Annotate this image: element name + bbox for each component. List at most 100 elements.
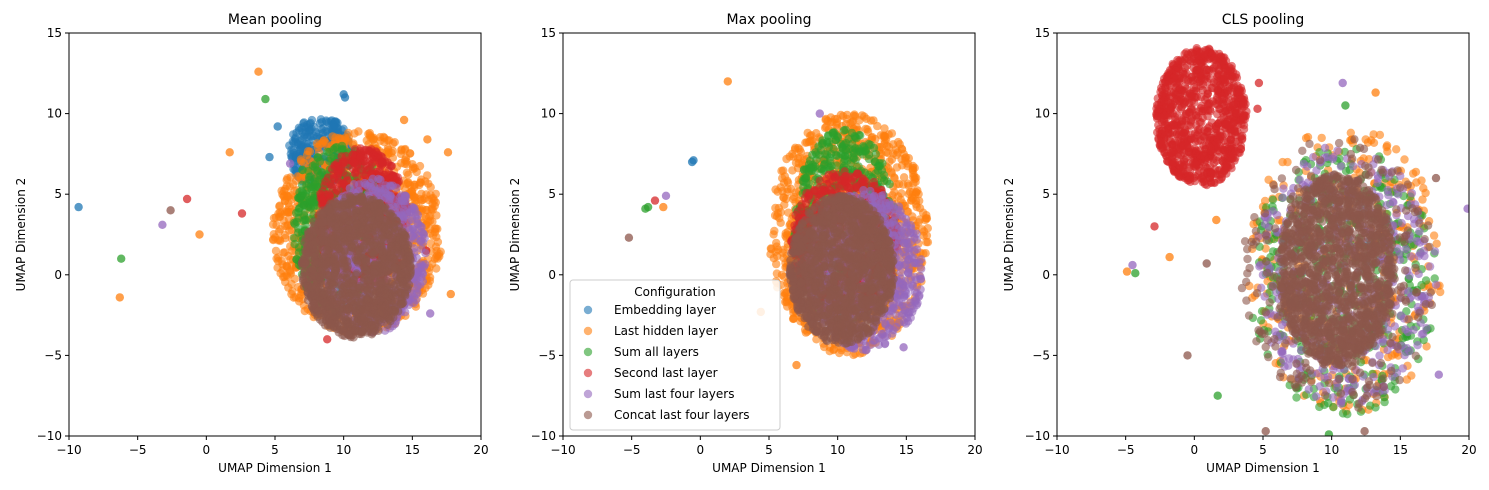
data-point [361, 305, 370, 314]
data-point [342, 171, 351, 180]
data-point [289, 233, 299, 243]
data-point [370, 260, 380, 269]
data-point [299, 132, 308, 141]
data-point [279, 248, 288, 257]
data-point [297, 157, 306, 166]
data-point [158, 220, 167, 229]
data-point [430, 227, 440, 237]
plot-area [624, 77, 933, 370]
data-point [417, 244, 426, 253]
data-point [313, 132, 322, 142]
data-point [359, 202, 368, 211]
data-point [338, 255, 347, 265]
data-point [388, 233, 397, 243]
data-point [308, 196, 317, 205]
data-point [276, 225, 285, 234]
data-point [771, 185, 780, 194]
data-point [381, 203, 390, 212]
data-point [395, 281, 404, 291]
data-point [265, 152, 274, 162]
x-axis-label: UMAP Dimension 1 [712, 461, 826, 475]
data-point [325, 271, 334, 280]
data-point [317, 168, 326, 177]
data-point [381, 310, 390, 319]
data-point [355, 283, 365, 292]
data-point [426, 239, 435, 248]
data-point [370, 202, 379, 211]
data-point [357, 327, 367, 336]
data-point [384, 174, 393, 184]
data-point [182, 194, 192, 204]
data-point [310, 270, 319, 280]
data-point [352, 220, 362, 229]
data-point [384, 145, 393, 155]
series-embedding-layer [687, 156, 698, 167]
data-point [409, 163, 418, 172]
data-point [374, 208, 383, 217]
data-point [312, 259, 322, 268]
data-point [369, 133, 378, 142]
data-point [398, 227, 407, 236]
data-point [318, 299, 327, 308]
data-point [287, 145, 296, 154]
data-point [400, 267, 409, 277]
data-point [310, 163, 320, 172]
plot-area [74, 67, 455, 344]
data-point [300, 259, 309, 268]
data-point [387, 161, 396, 171]
data-point [410, 204, 419, 213]
data-point [344, 330, 353, 340]
data-point [297, 180, 307, 190]
data-point [337, 152, 346, 161]
data-point [375, 167, 384, 176]
data-point [338, 211, 348, 220]
data-point [195, 230, 204, 239]
data-point [426, 309, 435, 318]
data-point [424, 179, 433, 188]
data-point [319, 136, 329, 145]
data-point [345, 292, 354, 301]
data-point [346, 197, 356, 206]
data-point [333, 158, 342, 168]
data-point [316, 228, 326, 237]
chart-panel-mean-pooling: Mean pooling UMAP Dimension 1 UMAP Dimen… [14, 12, 489, 475]
y-tick-label: 0 [54, 268, 62, 282]
data-point [325, 147, 334, 157]
data-point [372, 314, 382, 324]
data-point [285, 226, 294, 235]
data-point [374, 150, 383, 160]
data-point [401, 241, 410, 250]
data-point [117, 254, 126, 263]
data-point [297, 186, 306, 195]
data-point [381, 188, 390, 197]
chart-panel-max-pooling: Max pooling UMAP Dimension 1 UMAP Dimens… [508, 12, 983, 475]
data-point [345, 184, 354, 193]
data-point [396, 192, 405, 202]
data-point [416, 263, 426, 272]
data-point [374, 174, 383, 184]
data-point [427, 204, 436, 213]
data-point [299, 282, 309, 291]
data-point [344, 133, 353, 142]
data-point [389, 202, 398, 211]
data-point [364, 230, 373, 239]
data-point [348, 282, 358, 291]
data-point [302, 215, 311, 225]
data-point [74, 202, 83, 212]
data-point [261, 94, 270, 104]
y-tick-label: 10 [47, 107, 62, 121]
data-point [350, 240, 359, 249]
data-point [326, 319, 335, 328]
data-point [368, 328, 377, 337]
data-point [395, 235, 404, 244]
data-point [379, 223, 388, 232]
data-point [379, 264, 389, 274]
data-point [352, 308, 361, 318]
data-point [115, 293, 125, 302]
data-point [297, 199, 307, 208]
data-point [350, 229, 359, 238]
data-point [364, 293, 373, 302]
data-point [271, 246, 281, 256]
y-tick-label: −10 [37, 429, 62, 443]
